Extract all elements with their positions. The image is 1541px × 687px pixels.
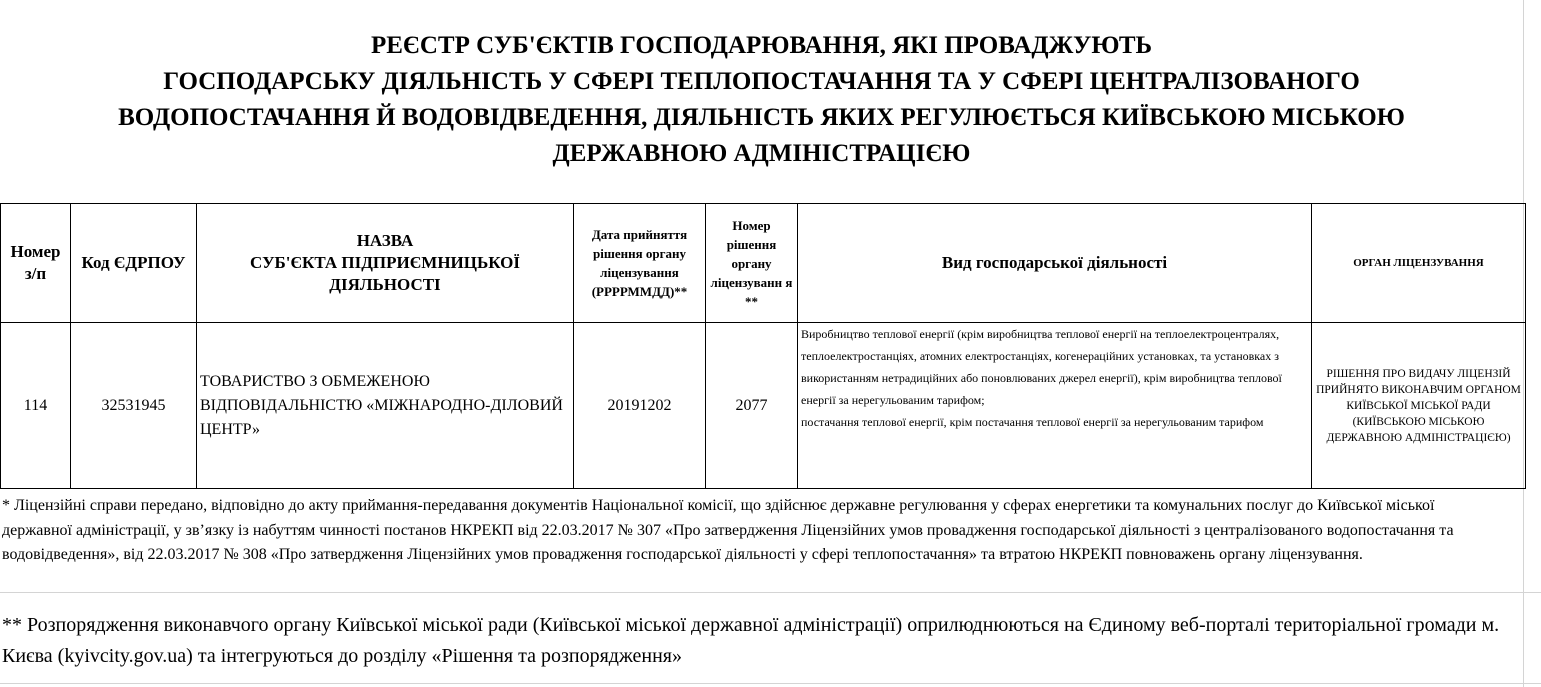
- cell-activity: Виробництво теплової енергії (крім вироб…: [797, 322, 1312, 489]
- table-header-row: Номер з/п Код ЄДРПОУ НАЗВА СУБ'ЄКТА ПІДП…: [0, 203, 1526, 323]
- register-title: РЕЄСТР СУБ'ЄКТІВ ГОСПОДАРЮВАННЯ, ЯКІ ПРО…: [118, 32, 1405, 167]
- header-name: НАЗВА СУБ'ЄКТА ПІДПРИЄМНИЦЬКОЇ ДІЯЛЬНОСТ…: [196, 203, 574, 323]
- header-decision: Номер рішення органу ліцензуванн я **: [705, 203, 798, 323]
- cell-code: 32531945: [70, 322, 197, 489]
- header-activity: Вид господарської діяльності: [797, 203, 1312, 323]
- cell-authority: РІШЕННЯ ПРО ВИДАЧУ ЛІЦЕНЗІЙ ПРИЙНЯТО ВИК…: [1311, 322, 1526, 489]
- header-authority: ОРГАН ЛІЦЕНЗУВАННЯ: [1311, 203, 1526, 323]
- sheet-gridline: [0, 592, 1541, 593]
- footnote-transfer: * Ліцензійні справи передано, відповідно…: [2, 497, 1454, 563]
- header-number: Номер з/п: [0, 203, 71, 323]
- table-row: 114 32531945 ТОВАРИСТВО З ОБМЕЖЕНОЮ ВІДП…: [0, 322, 1526, 489]
- sheet-gridline: [0, 683, 1541, 684]
- cell-name: ТОВАРИСТВО З ОБМЕЖЕНОЮ ВІДПОВІДАЛЬНІСТЮ …: [196, 322, 574, 489]
- header-date: Дата прийняття рішення органу ліцензуван…: [573, 203, 706, 323]
- cell-number: 114: [0, 322, 71, 489]
- cell-decision: 2077: [705, 322, 798, 489]
- header-code: Код ЄДРПОУ: [70, 203, 197, 323]
- register-table: Номер з/п Код ЄДРПОУ НАЗВА СУБ'ЄКТА ПІДП…: [0, 203, 1526, 489]
- cell-date: 20191202: [573, 322, 706, 489]
- footnote-publication: ** Розпорядження виконавчого органу Київ…: [2, 614, 1500, 667]
